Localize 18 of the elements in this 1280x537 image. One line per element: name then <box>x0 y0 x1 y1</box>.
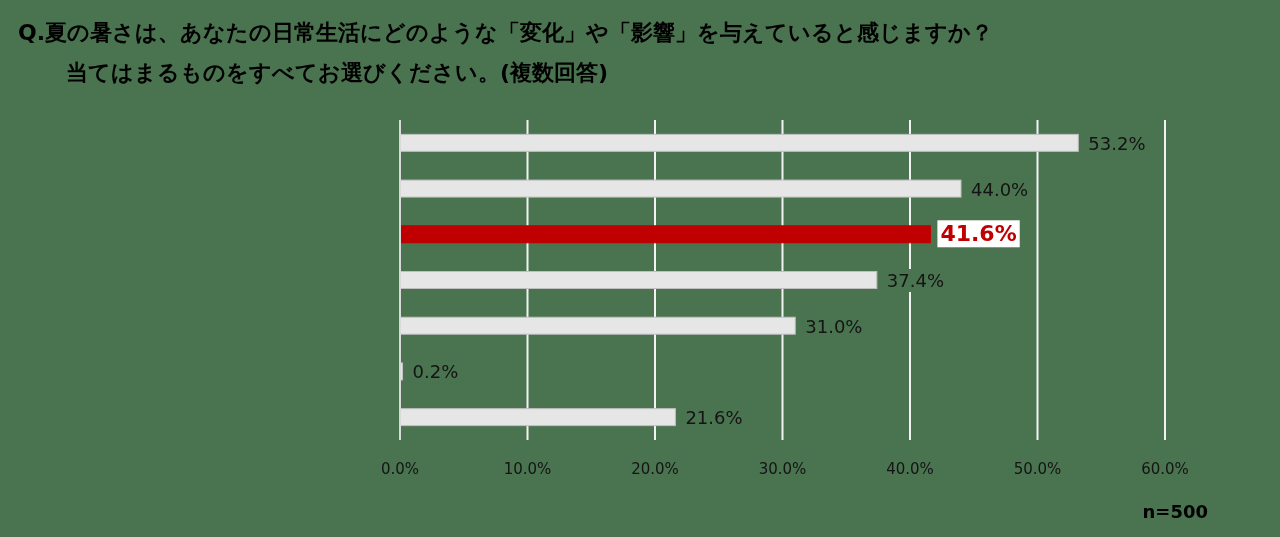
x-tick-label: 60.0% <box>1141 460 1189 478</box>
x-tick-label: 0.0% <box>380 460 420 478</box>
data-label: 21.6% <box>685 407 743 429</box>
bar <box>399 225 931 244</box>
x-tick-label: 20.0% <box>631 460 679 478</box>
data-label: 53.2% <box>1088 132 1146 154</box>
data-label: 31.0% <box>805 315 863 337</box>
data-label: 44.0% <box>971 178 1029 200</box>
x-tick-label: 30.0% <box>758 460 807 478</box>
data-label: 0.2% <box>412 361 459 383</box>
chart-subtitle: 当てはまるものをすべてお選びください。(複数回答) <box>66 60 609 85</box>
text: n=500 <box>1142 501 1208 522</box>
x-tick-label: 40.0% <box>886 460 934 478</box>
data-label: 37.4% <box>886 270 945 291</box>
chart-title: Q.夏の暑さは、あなたの日常生活にどのような「変化」や「影響」を与えていると感じますか？ <box>18 20 994 45</box>
x-tick-label: 50.0% <box>1013 460 1062 478</box>
x-tick-label: 10.0% <box>503 460 552 478</box>
data-label: 41.6% <box>940 221 1017 247</box>
